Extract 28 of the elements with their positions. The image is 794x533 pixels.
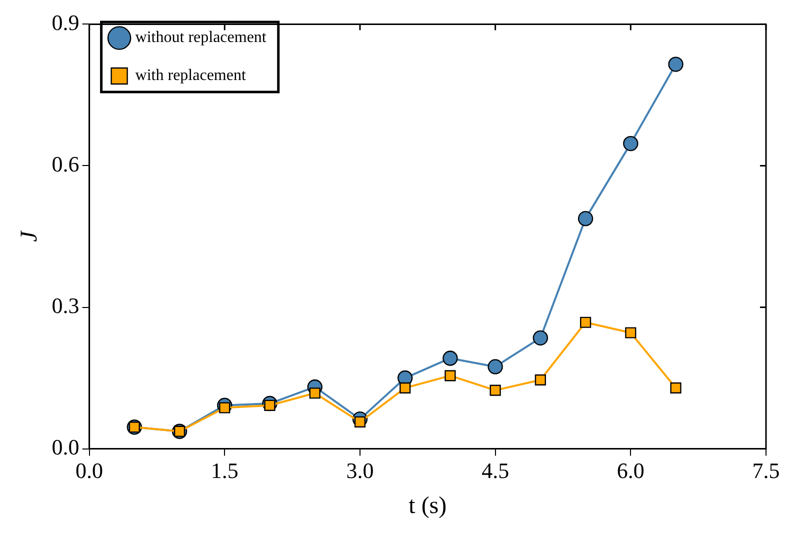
x-tick-label: 0.0 bbox=[76, 458, 104, 483]
point bbox=[532, 330, 548, 346]
legend-label: with replacement bbox=[135, 67, 246, 84]
y-tick-label: 0.6 bbox=[52, 152, 80, 177]
point bbox=[442, 350, 458, 366]
point bbox=[490, 384, 501, 396]
y-tick-label: 0.3 bbox=[52, 293, 80, 318]
y-tick-label: 0.9 bbox=[52, 10, 80, 35]
point bbox=[668, 56, 684, 72]
x-tick-label: 3.0 bbox=[346, 458, 374, 483]
point bbox=[400, 382, 411, 394]
point bbox=[625, 327, 636, 338]
y-axis-title: J bbox=[16, 230, 43, 242]
y-tick-label: 0.0 bbox=[52, 434, 80, 460]
point bbox=[670, 382, 682, 394]
point bbox=[534, 374, 546, 386]
point bbox=[444, 370, 456, 382]
point bbox=[578, 210, 594, 226]
point bbox=[309, 388, 320, 399]
legend-label: without replacement bbox=[135, 29, 267, 46]
x-tick-label: 1.5 bbox=[210, 458, 238, 483]
x-axis-title: t (s) bbox=[408, 492, 447, 519]
x-tick-label: 7.5 bbox=[752, 458, 780, 483]
x-tick-label: 6.0 bbox=[616, 458, 644, 483]
x-tick-label: 4.5 bbox=[482, 458, 510, 483]
point bbox=[580, 316, 592, 328]
point bbox=[488, 359, 503, 374]
point bbox=[623, 136, 638, 152]
